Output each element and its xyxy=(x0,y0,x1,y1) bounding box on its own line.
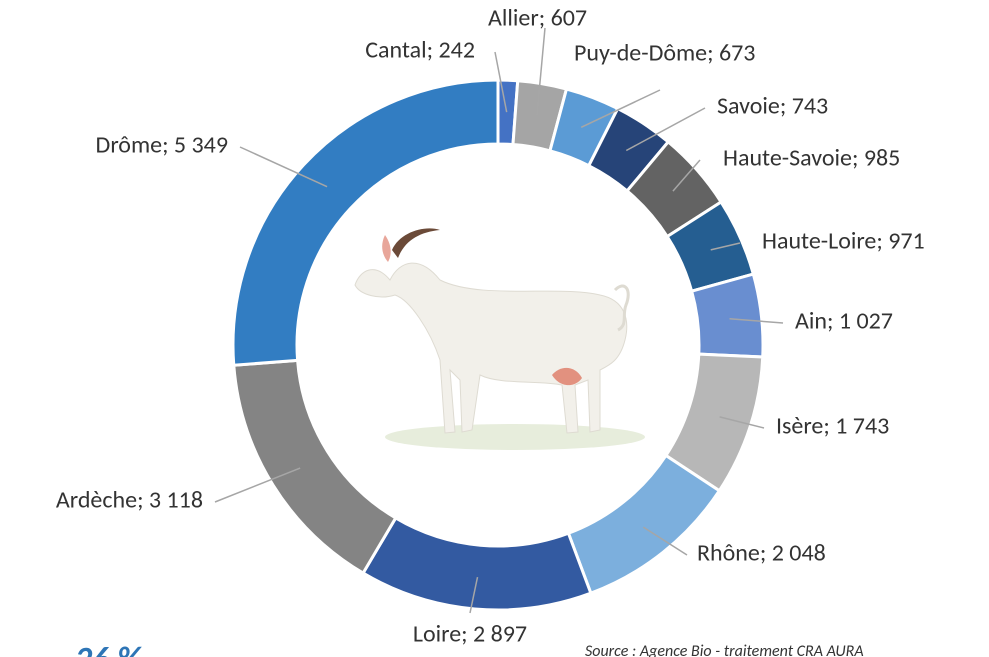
data-label: Isère; 1 743 xyxy=(776,412,889,441)
source-note: Source : Agence Bio - traitement CRA AUR… xyxy=(585,642,864,657)
data-label: Rhône; 2 048 xyxy=(697,539,826,568)
goat-illustration xyxy=(355,228,645,450)
donut-segment xyxy=(568,456,719,594)
data-label: Haute-Loire; 971 xyxy=(762,227,925,256)
page: Cantal; 242 Allier; 607 Puy-de-Dôme; 673 Sa… xyxy=(0,0,989,657)
data-label: Loire; 2 897 xyxy=(413,620,527,649)
donut-segment xyxy=(234,360,396,573)
data-label: Ain; 1 027 xyxy=(795,307,893,336)
data-label: Drôme; 5 349 xyxy=(96,131,228,160)
data-label: Allier; 607 xyxy=(488,4,587,33)
highlight-stat: 26 % xyxy=(75,639,142,657)
data-label: Savoie; 743 xyxy=(717,92,828,121)
data-label: Haute-Savoie; 985 xyxy=(723,144,900,173)
chart: Cantal; 242 Allier; 607 Puy-de-Dôme; 673 Sa… xyxy=(0,0,989,657)
data-label: Ardèche; 3 118 xyxy=(56,486,203,515)
donut-segment xyxy=(363,518,591,610)
data-label: Cantal; 242 xyxy=(365,36,475,65)
data-label: Puy-de-Dôme; 673 xyxy=(574,39,755,68)
